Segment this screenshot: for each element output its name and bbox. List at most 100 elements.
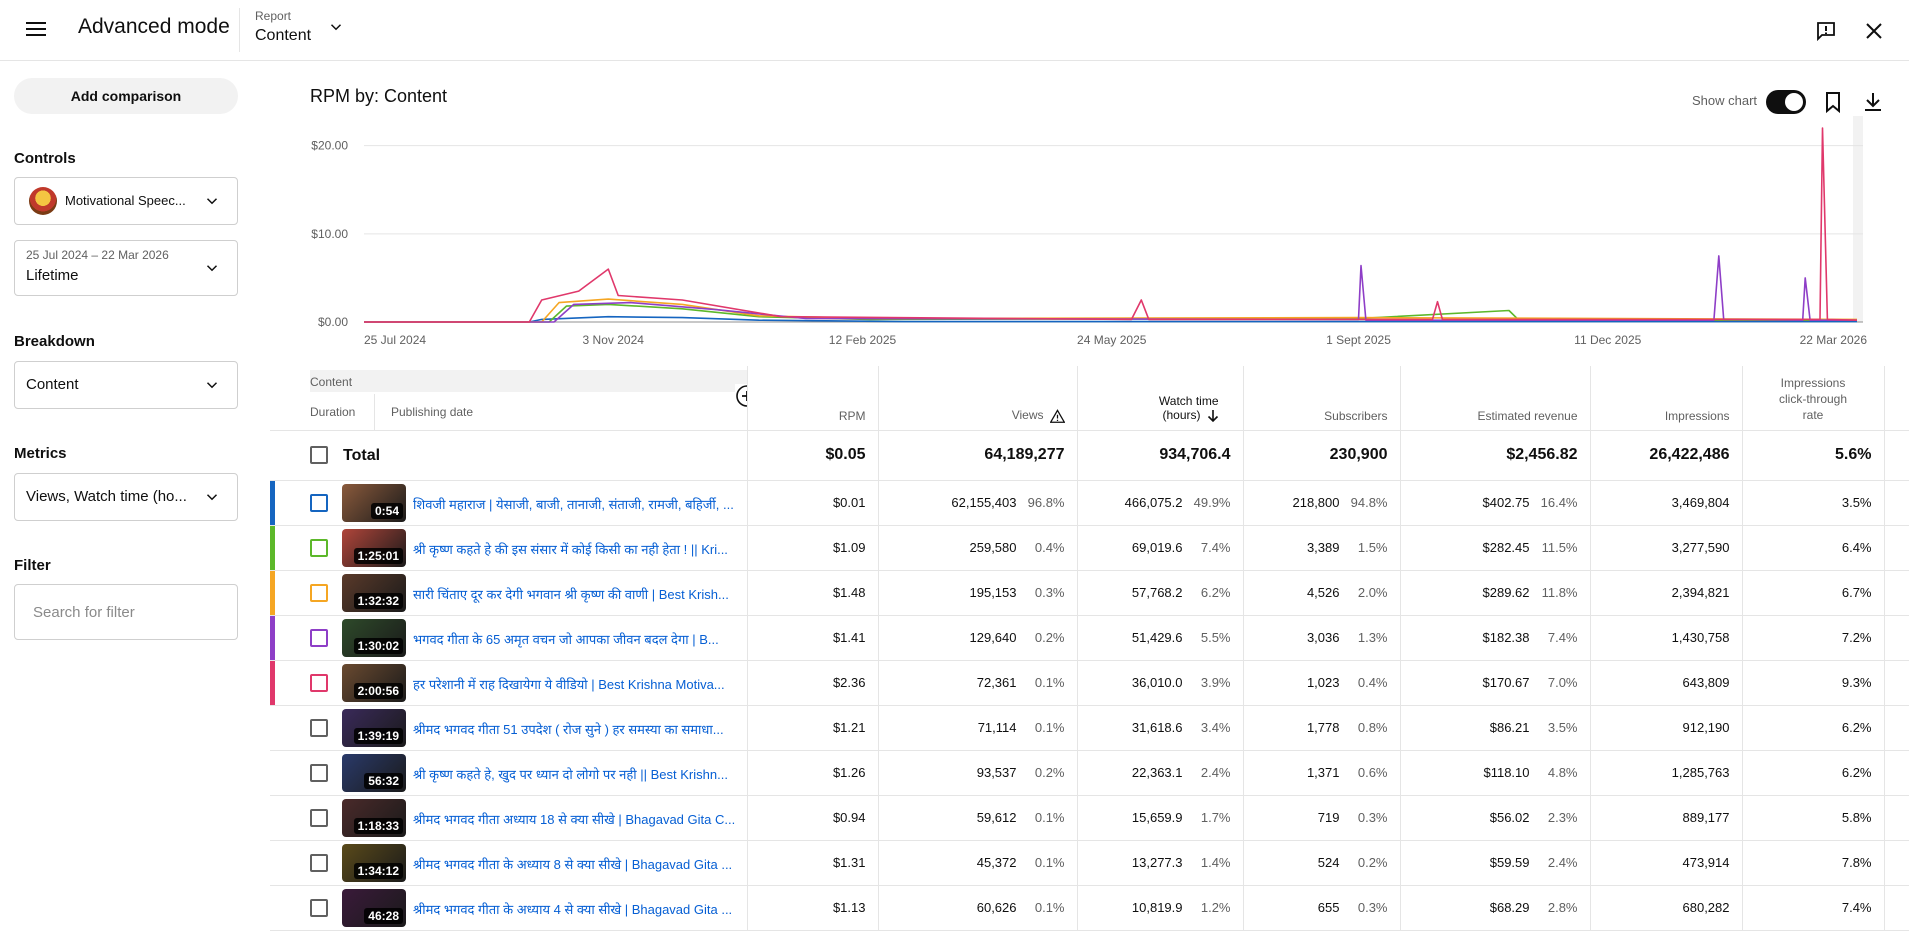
- video-title-link[interactable]: हर परेशानी में राह दिखायेगा ये वीडियो | …: [413, 676, 725, 692]
- revenue-cell: $68.29 2.8%: [1400, 885, 1591, 931]
- video-title-link[interactable]: श्रीमद भगवद गीता के अध्याय 4 से क्या सीख…: [413, 901, 733, 917]
- row-checkbox[interactable]: [310, 853, 328, 872]
- row-checkbox[interactable]: [310, 583, 328, 602]
- row-checkbox[interactable]: [310, 628, 328, 647]
- menu-icon[interactable]: [24, 18, 48, 42]
- breakdown-value: Content: [26, 376, 79, 393]
- video-thumbnail[interactable]: 0:54: [342, 483, 406, 522]
- date-range-text: 25 Jul 2024 – 22 Mar 2026: [26, 248, 169, 262]
- video-title-link[interactable]: श्रीमद भगवद गीता अध्याय 18 से क्या सीखे …: [413, 811, 736, 827]
- subscribers-header[interactable]: Subscribers: [1243, 366, 1401, 431]
- table-row[interactable]: 56:32 श्री कृष्ण कहते हे, खुद पर ध्यान दो…: [270, 750, 1909, 796]
- table-row[interactable]: 1:25:01 श्री कृष्ण कहते हे की इस संसार मे…: [270, 525, 1909, 571]
- impressions-cell: 2,394,821: [1590, 570, 1743, 616]
- chevron-down-icon[interactable]: [327, 18, 345, 36]
- duration-header[interactable]: Duration: [310, 394, 375, 429]
- ctr-cell: 3.5%: [1742, 480, 1885, 526]
- video-title-link[interactable]: शिवजी महाराज | येसाजी, बाजी, तानाजी, संत…: [413, 496, 734, 512]
- table-row[interactable]: 1:32:32 सारी चिंताए दूर कर देगी भगवान श्र…: [270, 570, 1909, 616]
- select-all-checkbox[interactable]: [310, 445, 328, 464]
- app-title: Advanced mode: [78, 15, 230, 38]
- row-checkbox[interactable]: [310, 898, 328, 917]
- row-checkbox[interactable]: [310, 493, 328, 512]
- video-thumbnail[interactable]: 1:34:12: [342, 843, 406, 882]
- x-tick-label: 11 Dec 2025: [1574, 333, 1641, 347]
- video-thumbnail[interactable]: 56:32: [342, 753, 406, 792]
- video-duration: 56:32: [364, 772, 403, 789]
- table-row[interactable]: 2:00:56 हर परेशानी में राह दिखायेगा ये वी…: [270, 660, 1909, 706]
- impressions-cell: 643,809: [1590, 660, 1743, 706]
- views-cell: 45,372 0.1%: [878, 840, 1078, 886]
- extra-cell: [1884, 795, 1909, 841]
- ctr-header[interactable]: Impressions click-through rate: [1742, 366, 1885, 431]
- table-row[interactable]: 0:54 शिवजी महाराज | येसाजी, बाजी, तानाजी,…: [270, 480, 1909, 526]
- row-checkbox[interactable]: [310, 763, 328, 782]
- video-title-link[interactable]: श्रीमद भगवद गीता के अध्याय 8 से क्या सीख…: [413, 856, 733, 872]
- extra-cell: [1884, 480, 1909, 526]
- table-row[interactable]: 1:39:19 श्रीमद भगवद गीता 51 उपदेश ( रोज स…: [270, 705, 1909, 751]
- video-title-link[interactable]: श्री कृष्ण कहते हे, खुद पर ध्यान दो लोगो…: [413, 766, 728, 782]
- breakdown-selector[interactable]: Content: [14, 361, 238, 409]
- watch-time-value: 31,618.6: [1131, 720, 1183, 735]
- ctr-cell: 9.3%: [1742, 660, 1885, 706]
- publishing-date-header[interactable]: Publishing date: [391, 405, 474, 419]
- close-icon[interactable]: [1862, 19, 1886, 43]
- video-title-link[interactable]: सारी चिंताए दूर कर देगी भगवान श्री कृष्ण…: [413, 586, 729, 602]
- watch-time-percent: 2.4%: [1200, 765, 1231, 780]
- video-thumbnail[interactable]: 1:25:01: [342, 528, 406, 567]
- video-thumbnail[interactable]: 2:00:56: [342, 663, 406, 702]
- views-cell: 259,580 0.4%: [878, 525, 1078, 571]
- channel-selector[interactable]: Motivational Speec...: [14, 177, 238, 225]
- views-value: 45,372: [976, 855, 1017, 870]
- table-row[interactable]: 1:34:12 श्रीमद भगवद गीता के अध्याय 8 से क…: [270, 840, 1909, 886]
- show-chart-toggle[interactable]: [1766, 90, 1806, 114]
- estimated-revenue-header[interactable]: Estimated revenue: [1400, 366, 1591, 431]
- views-value: 93,537: [976, 765, 1017, 780]
- sort-descending-icon[interactable]: [1207, 409, 1219, 423]
- impressions-header[interactable]: Impressions: [1590, 366, 1743, 431]
- video-duration: 1:32:32: [353, 592, 403, 609]
- table-row[interactable]: 1:18:33 श्रीमद भगवद गीता अध्याय 18 से क्य…: [270, 795, 1909, 841]
- revenue-value: $68.29: [1489, 900, 1530, 915]
- date-range-selector[interactable]: 25 Jul 2024 – 22 Mar 2026 Lifetime: [14, 240, 238, 296]
- row-checkbox[interactable]: [310, 808, 328, 827]
- subscribers-value: 3,036: [1306, 630, 1340, 645]
- video-title-link[interactable]: श्री कृष्ण कहते हे की इस संसार में कोई क…: [413, 541, 728, 557]
- row-checkbox[interactable]: [310, 673, 328, 692]
- ctr-cell: 6.2%: [1742, 750, 1885, 796]
- extra-cell: [1884, 660, 1909, 706]
- video-thumbnail[interactable]: 1:30:02: [342, 618, 406, 657]
- extra-cell: [1884, 885, 1909, 931]
- filter-search-input[interactable]: [14, 584, 238, 640]
- total-label-cell: Total: [270, 430, 748, 481]
- row-checkbox[interactable]: [310, 538, 328, 557]
- video-thumbnail[interactable]: 1:32:32: [342, 573, 406, 612]
- channel-name: Motivational Speec...: [65, 193, 186, 208]
- report-selector[interactable]: Content: [255, 27, 312, 44]
- video-thumbnail[interactable]: 1:18:33: [342, 798, 406, 837]
- warning-icon: [1049, 408, 1065, 423]
- impressions-cell: 3,469,804: [1590, 480, 1743, 526]
- table-row[interactable]: 1:30:02 भगवद गीता के 65 अमृत वचन जो आपका …: [270, 615, 1909, 661]
- content-header[interactable]: Content: [310, 370, 746, 392]
- feedback-icon[interactable]: [1814, 19, 1838, 43]
- video-cell: 56:32 श्री कृष्ण कहते हे, खुद पर ध्यान दो…: [270, 750, 748, 796]
- add-comparison-button[interactable]: Add comparison: [14, 78, 238, 114]
- video-thumbnail[interactable]: 46:28: [342, 888, 406, 927]
- watch-time-header[interactable]: Watch time (hours): [1077, 366, 1244, 431]
- video-title-link[interactable]: भगवद गीता के 65 अमृत वचन जो आपका जीवन बद…: [413, 631, 719, 647]
- row-checkbox[interactable]: [310, 718, 328, 737]
- revenue-cell: $56.02 2.3%: [1400, 795, 1591, 841]
- views-header[interactable]: Views: [878, 366, 1078, 431]
- table-row[interactable]: 46:28 श्रीमद भगवद गीता के अध्याय 4 से क्य…: [270, 885, 1909, 931]
- download-icon[interactable]: [1861, 90, 1885, 114]
- bookmark-icon[interactable]: [1821, 90, 1845, 114]
- video-thumbnail[interactable]: 1:39:19: [342, 708, 406, 747]
- add-column-icon[interactable]: [734, 384, 748, 408]
- rpm-header[interactable]: RPM: [747, 366, 879, 431]
- total-views: 64,189,277: [878, 430, 1078, 481]
- watch-time-percent: 3.9%: [1200, 675, 1231, 690]
- video-title-link[interactable]: श्रीमद भगवद गीता 51 उपदेश ( रोज सुने ) ह…: [413, 721, 724, 737]
- rpm-cell: $1.41: [747, 615, 879, 661]
- metrics-selector[interactable]: Views, Watch time (ho...: [14, 473, 238, 521]
